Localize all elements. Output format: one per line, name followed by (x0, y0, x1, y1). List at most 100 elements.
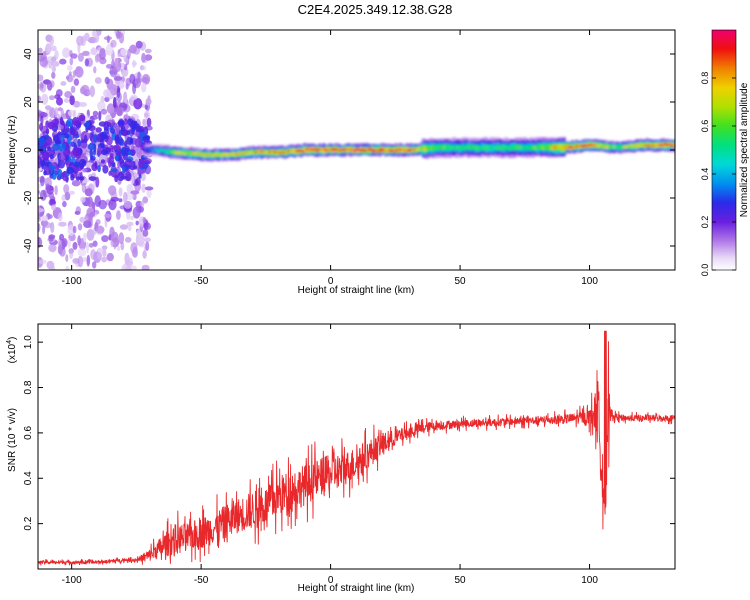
scatter-blob (82, 167, 88, 173)
ridge-cell (440, 145, 444, 149)
scatter-blob (132, 206, 141, 219)
scatter-blob (70, 85, 76, 93)
ridge-cell (189, 153, 193, 156)
multiplier-suffix: ) (7, 337, 18, 340)
ridge-cell (554, 145, 558, 149)
scatter-blob (57, 212, 63, 222)
ridge-cell (539, 145, 543, 150)
scatter-blob (47, 214, 53, 220)
scatter-blob (48, 165, 56, 170)
ridge-cell (425, 145, 430, 150)
ridge-cell (672, 143, 675, 146)
scatter-blob (51, 66, 56, 73)
y-tick-label: 40 (23, 48, 34, 60)
ridge-cell (504, 145, 508, 150)
scatter-blob (142, 229, 149, 237)
ridge-cell (525, 146, 529, 150)
ridge-cell (355, 148, 359, 153)
scatter-blob (79, 176, 85, 181)
scatter-blob (106, 252, 114, 262)
ridge-cell (270, 151, 274, 155)
scatter-blob (104, 213, 112, 218)
ridge-cell (608, 145, 612, 149)
scatter-blob (110, 231, 119, 243)
ridge-cell (359, 149, 363, 152)
scatter-blob (98, 199, 107, 210)
scatter-blob (137, 71, 141, 80)
ridge-cell (372, 149, 376, 153)
ridge-cell (423, 147, 427, 151)
ridge-cell (668, 143, 672, 146)
ridge-cell (421, 146, 425, 150)
scatter-blob (116, 92, 122, 102)
scatter-blob (61, 194, 66, 202)
colorbar-tick-label: 0.6 (700, 120, 710, 133)
scatter-blob (84, 162, 94, 168)
ridge-cell (434, 145, 438, 150)
ridge-cell (409, 148, 413, 152)
scatter-blob (115, 106, 123, 116)
scatter-blob (87, 196, 93, 208)
scatter-blob (66, 166, 75, 175)
scatter-blob (59, 116, 64, 126)
ridge-cell (401, 147, 405, 151)
ridge-cell (653, 144, 657, 147)
ridge (144, 137, 675, 162)
ridge-cell (363, 147, 367, 152)
scatter-blob (55, 139, 62, 145)
scatter-blob (132, 82, 137, 95)
ridge-cell (254, 151, 258, 154)
ridge-cell (519, 145, 523, 150)
scatter-blob (129, 73, 136, 84)
scatter-blob (110, 168, 118, 173)
scatter-blobs (38, 30, 154, 270)
scatter-blob (113, 76, 123, 81)
ridge-cell (448, 144, 452, 149)
scatter-blob (124, 236, 132, 243)
scatter-blob (92, 240, 98, 247)
scatter-blob (98, 121, 107, 127)
scatter-blob (57, 244, 63, 255)
scatter-blob (118, 32, 125, 44)
scatter-blob (64, 91, 72, 98)
scatter-blob (94, 54, 100, 63)
scatter-blob (38, 95, 41, 102)
ridge-cell (212, 154, 216, 157)
scatter-blob (122, 166, 126, 174)
ridge-cell (512, 144, 517, 149)
ridge-cell (438, 145, 442, 149)
scatter-blob (64, 191, 71, 201)
ridge-cell (415, 148, 419, 151)
colorbar-tick-label: 0.4 (700, 168, 710, 181)
ridge-cell (210, 154, 214, 157)
ridge-cell (537, 144, 541, 149)
scatter-blob (75, 176, 81, 181)
scatter-blob (90, 249, 96, 260)
ridge-cell (291, 149, 295, 152)
ridge-cell (235, 152, 239, 156)
scatter-blob (117, 160, 121, 169)
scatter-blob (141, 183, 146, 193)
scatter-blob (70, 174, 75, 181)
scatter-blob (146, 117, 152, 127)
ridge-cell (328, 148, 332, 151)
scatter-blob (48, 64, 52, 69)
chart-title: C2E4.2025.349.12.38.G28 (298, 2, 453, 17)
scatter-blob (49, 95, 55, 101)
ridge-cell (361, 148, 365, 152)
scatter-blob (65, 265, 70, 270)
ridge-cell (214, 153, 218, 158)
scatter-blob (138, 241, 146, 248)
ridge-cell (637, 144, 641, 148)
scatter-blob (114, 57, 119, 64)
scatter-blob (78, 114, 86, 122)
scatter-blob (94, 161, 98, 169)
scatter-blob (101, 131, 105, 141)
scatter-blob (61, 238, 68, 248)
scatter-blob (100, 108, 108, 115)
ridge-cell (573, 146, 577, 149)
ridge-cell (158, 148, 162, 152)
scatter-blob (39, 123, 43, 131)
ridge-cell (628, 144, 633, 147)
ridge-cell (386, 149, 390, 152)
